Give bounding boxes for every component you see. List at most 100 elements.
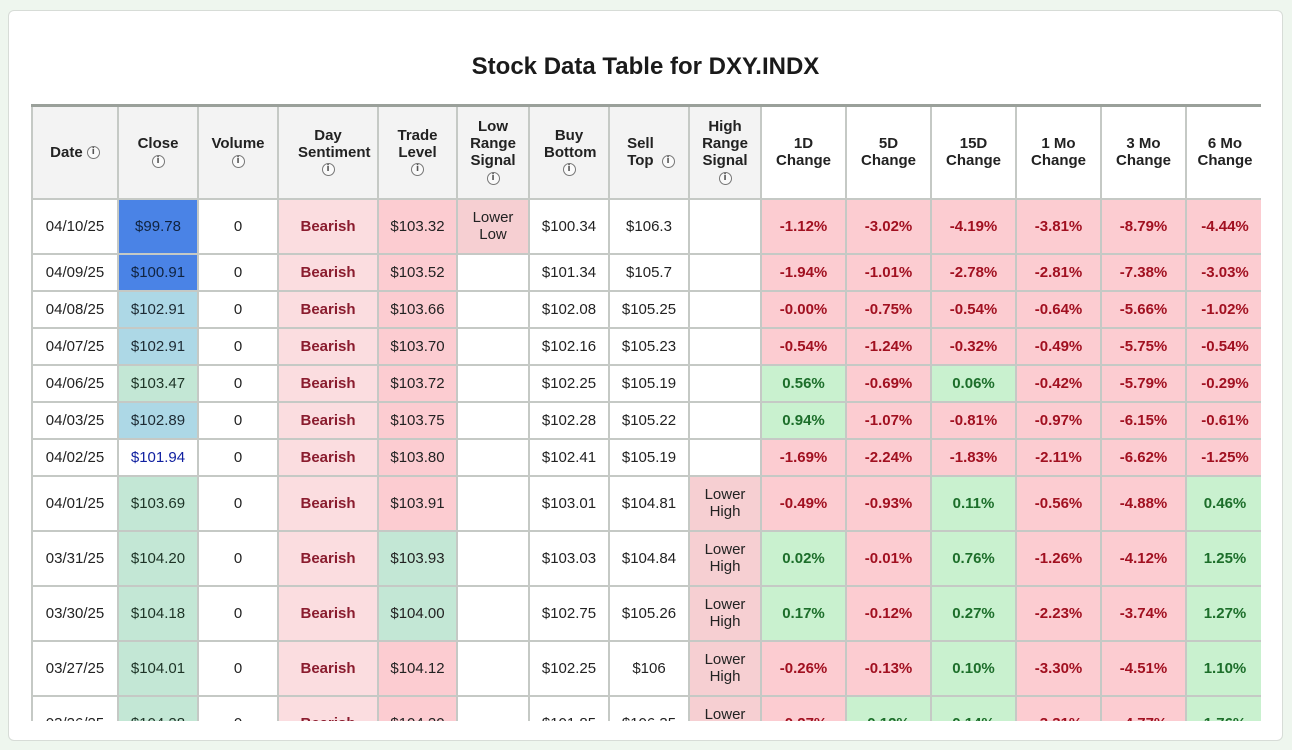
header-low-range-signal[interactable]: Low Range Signal i — [456, 104, 530, 200]
close-cell: $104.20 — [117, 529, 199, 587]
close-cell: $102.91 — [117, 289, 199, 329]
info-icon[interactable]: i — [718, 171, 732, 185]
info-icon[interactable]: i — [562, 163, 576, 177]
change-1d-cell: -0.26% — [760, 639, 847, 697]
low-range-signal-cell — [456, 474, 530, 532]
low-range-signal-cell — [456, 529, 530, 587]
table-card: Stock Data Table for DXY.INDX Date i Clo… — [8, 10, 1283, 741]
header-high-range-signal[interactable]: High Range Signal i — [688, 104, 762, 200]
change-6mo-cell: 0.46% — [1185, 474, 1261, 532]
info-icon[interactable]: i — [321, 163, 335, 177]
change-1d-cell: -0.49% — [760, 474, 847, 532]
change-1mo-cell: -0.97% — [1015, 400, 1102, 440]
header-5d-change[interactable]: 5D Change — [845, 104, 932, 200]
sell-top-cell: $106 — [608, 639, 690, 697]
change-6mo-cell: 1.27% — [1185, 584, 1261, 642]
change-5d-cell: -1.01% — [845, 252, 932, 292]
header-1mo-change[interactable]: 1 Mo Change — [1015, 104, 1102, 200]
header-1d-change[interactable]: 1D Change — [760, 104, 847, 200]
sentiment-cell: Bearish — [277, 197, 379, 255]
info-icon[interactable]: i — [486, 171, 500, 185]
sentiment-cell: Bearish — [277, 694, 379, 721]
sell-top-cell: $105.25 — [608, 289, 690, 329]
change-15d-cell: 0.11% — [930, 474, 1017, 532]
change-3mo-cell: -4.77% — [1100, 694, 1187, 721]
trade-level-cell: $103.91 — [377, 474, 458, 532]
high-range-signal-cell: Lower High — [688, 694, 762, 721]
info-icon[interactable]: i — [661, 154, 675, 168]
change-5d-cell: -0.12% — [845, 584, 932, 642]
change-5d-cell: -2.24% — [845, 437, 932, 477]
volume-cell: 0 — [197, 694, 279, 721]
header-volume[interactable]: Volume i — [197, 104, 279, 200]
sentiment-cell: Bearish — [277, 326, 379, 366]
low-range-signal-cell — [456, 289, 530, 329]
volume-cell: 0 — [197, 400, 279, 440]
change-15d-cell: -4.19% — [930, 197, 1017, 255]
change-1d-cell: -1.69% — [760, 437, 847, 477]
page-title: Stock Data Table for DXY.INDX — [471, 53, 820, 80]
buy-bottom-cell: $102.25 — [528, 363, 610, 403]
change-1d-cell: 0.56% — [760, 363, 847, 403]
header-sell-top[interactable]: Sell Top i — [608, 104, 690, 200]
info-icon[interactable]: i — [231, 154, 245, 168]
buy-bottom-cell: $102.16 — [528, 326, 610, 366]
high-range-signal-cell — [688, 326, 762, 366]
info-icon[interactable]: i — [411, 163, 424, 177]
high-range-signal-cell — [688, 363, 762, 403]
header-date[interactable]: Date i — [31, 104, 119, 200]
header-close[interactable]: Close i — [117, 104, 199, 200]
change-1mo-cell: -3.30% — [1015, 639, 1102, 697]
low-range-signal-cell — [456, 694, 530, 721]
table-row: 04/09/25 $100.91 0 Bearish $103.52 $101.34 $10… — [31, 252, 1261, 292]
sentiment-cell: Bearish — [277, 363, 379, 403]
change-1mo-cell: -2.81% — [1015, 252, 1102, 292]
change-6mo-cell: -3.03% — [1185, 252, 1261, 292]
sell-top-cell: $105.19 — [608, 437, 690, 477]
info-icon[interactable]: i — [86, 146, 100, 160]
volume-cell: 0 — [197, 252, 279, 292]
change-3mo-cell: -6.15% — [1100, 400, 1187, 440]
change-5d-cell: -1.24% — [845, 326, 932, 366]
change-1mo-cell: -2.11% — [1015, 437, 1102, 477]
buy-bottom-cell: $103.01 — [528, 474, 610, 532]
change-6mo-cell: -0.54% — [1185, 326, 1261, 366]
trade-level-cell: $103.75 — [377, 400, 458, 440]
buy-bottom-cell: $101.34 — [528, 252, 610, 292]
change-15d-cell: -0.54% — [930, 289, 1017, 329]
change-3mo-cell: -4.12% — [1100, 529, 1187, 587]
volume-cell: 0 — [197, 363, 279, 403]
change-3mo-cell: -5.66% — [1100, 289, 1187, 329]
close-cell: $102.91 — [117, 326, 199, 366]
buy-bottom-cell: $103.03 — [528, 529, 610, 587]
header-3mo-change[interactable]: 3 Mo Change — [1100, 104, 1187, 200]
info-icon[interactable]: i — [151, 154, 165, 168]
buy-bottom-cell: $102.75 — [528, 584, 610, 642]
low-range-signal-cell — [456, 363, 530, 403]
sell-top-cell: $105.22 — [608, 400, 690, 440]
change-5d-cell: -0.69% — [845, 363, 932, 403]
sentiment-cell: Bearish — [277, 252, 379, 292]
close-cell: $100.91 — [117, 252, 199, 292]
sentiment-cell: Bearish — [277, 289, 379, 329]
header-trade-level[interactable]: Trade Level i — [377, 104, 458, 200]
change-1d-cell: -0.27% — [760, 694, 847, 721]
close-cell: $103.47 — [117, 363, 199, 403]
trade-level-cell: $103.32 — [377, 197, 458, 255]
header-15d-change[interactable]: 15D Change — [930, 104, 1017, 200]
change-3mo-cell: -6.62% — [1100, 437, 1187, 477]
table-row: 04/02/25 $101.94 0 Bearish $103.80 $102.41 $10… — [31, 437, 1261, 477]
change-15d-cell: 0.10% — [930, 639, 1017, 697]
high-range-signal-cell: Lower High — [688, 639, 762, 697]
sell-top-cell: $104.81 — [608, 474, 690, 532]
date-cell: 03/26/25 — [31, 694, 119, 721]
header-day-sentiment[interactable]: Day Sentiment i — [277, 104, 379, 200]
header-6mo-change[interactable]: 6 Mo Change — [1185, 104, 1261, 200]
volume-cell: 0 — [197, 326, 279, 366]
change-6mo-cell: -1.02% — [1185, 289, 1261, 329]
low-range-signal-cell: Lower Low — [456, 197, 530, 255]
header-buy-bottom[interactable]: Buy Bottom i — [528, 104, 610, 200]
change-1mo-cell: -0.64% — [1015, 289, 1102, 329]
volume-cell: 0 — [197, 639, 279, 697]
table-scroll-area[interactable]: Date i Close i Volume i Day Sentiment i Tra… — [31, 104, 1261, 721]
